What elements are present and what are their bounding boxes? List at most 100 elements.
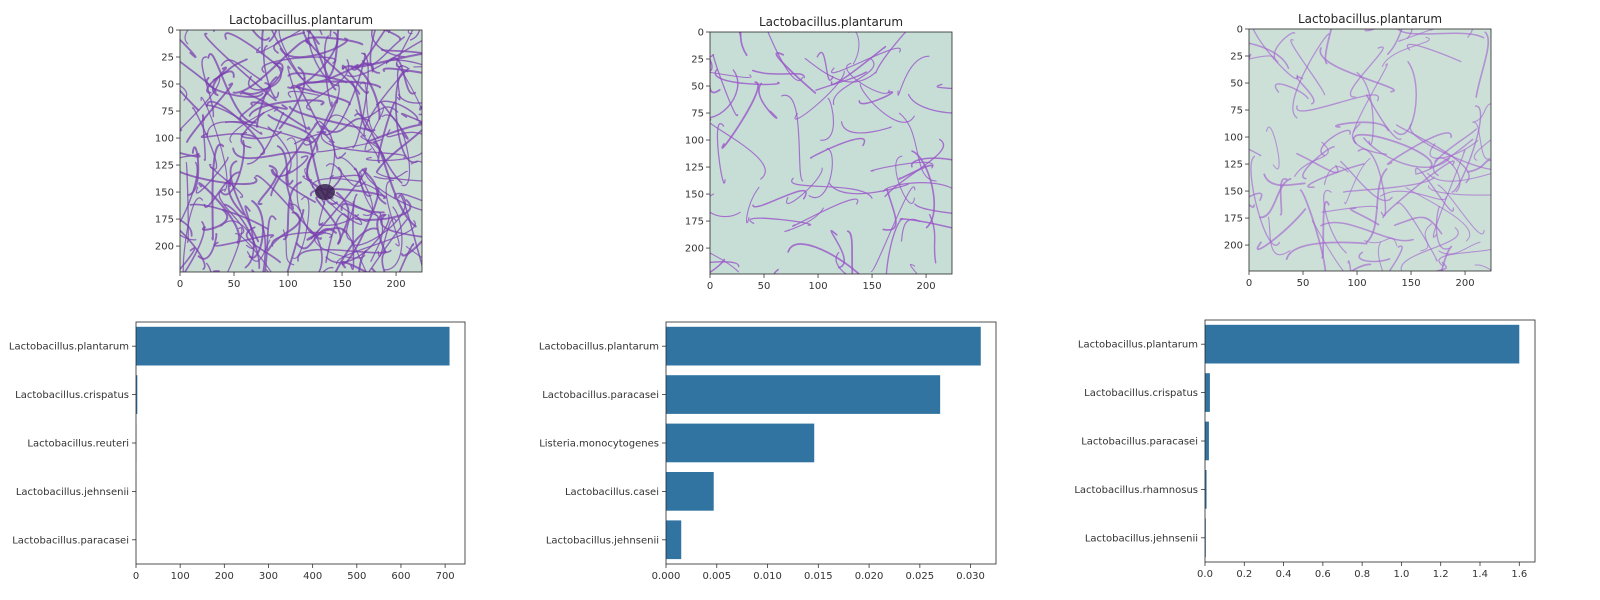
x-tick-label: 0 <box>707 281 713 292</box>
bacterial-filament <box>244 205 255 269</box>
bacterial-filament <box>1249 42 1290 70</box>
bacterial-filament <box>350 193 358 270</box>
bacterial-filament <box>830 229 845 269</box>
bacterial-filament <box>1427 172 1491 182</box>
y-tick-label: 50 <box>691 82 704 93</box>
bacterial-filament <box>322 266 334 272</box>
bacterial-filament <box>251 30 270 41</box>
x-tick-label: 0 <box>133 571 139 582</box>
x-tick-label: 50 <box>1297 278 1310 289</box>
bacterial-filament <box>808 148 833 199</box>
bacterial-filament <box>815 71 867 91</box>
bacterial-filament <box>267 126 292 176</box>
y-tick-label: 200 <box>685 244 704 255</box>
bacterial-filament <box>234 233 272 272</box>
bacterial-filament <box>273 31 305 54</box>
bacterial-filament <box>820 97 834 141</box>
x-tick-label: 100 <box>1347 278 1366 289</box>
bacterial-filament <box>180 152 201 158</box>
bacterial-filament <box>816 51 834 81</box>
bacterial-filament <box>804 57 877 83</box>
bacterial-filament <box>914 203 952 215</box>
bacterial-filament <box>366 151 422 162</box>
bacterial-filament <box>355 106 399 119</box>
bacterial-filament <box>1344 157 1371 205</box>
x-tick-label: 0.005 <box>702 571 731 582</box>
bacterial-filament <box>419 105 422 111</box>
bacterial-filament <box>320 131 406 159</box>
y-tick-label: 75 <box>1230 106 1243 117</box>
bacterial-filament <box>256 30 302 54</box>
y-tick-label: 25 <box>161 53 174 64</box>
bacterial-filament <box>364 107 384 152</box>
category-label: Listeria.monocytogenes <box>539 439 659 450</box>
bacterial-filament <box>302 30 361 95</box>
bar-chart-2: Lactobacillus.plantarum Lactobacillus.par… <box>539 321 997 582</box>
bacterial-filament <box>204 32 277 101</box>
bacterial-filament <box>716 122 726 184</box>
bacterial-filament <box>738 32 742 37</box>
category-label: Lactobacillus.jehnsenii <box>546 535 659 546</box>
x-tick-label: 0 <box>177 279 183 290</box>
bacterial-filament <box>276 145 294 185</box>
bacterial-filament <box>352 52 369 149</box>
category-label: Lactobacillus.jehnsenii <box>1085 533 1198 544</box>
bacterial-filament <box>1296 152 1339 174</box>
bacterial-filament <box>1249 192 1263 201</box>
bacterial-filament <box>898 164 933 180</box>
x-tick-label: 50 <box>228 279 241 290</box>
bacterial-filament <box>835 251 848 274</box>
bacterial-filament <box>1358 251 1391 263</box>
bacterial-filament <box>1397 29 1485 39</box>
bacterial-filament <box>290 84 335 144</box>
bacterial-filament <box>351 193 406 246</box>
category-label: Lactobacillus.reuteri <box>27 439 129 450</box>
bacterial-filament <box>882 188 897 231</box>
bacterial-filament <box>1249 148 1262 157</box>
bacterial-filament <box>1321 205 1378 213</box>
y-tick-label: 75 <box>161 107 174 118</box>
bacterial-filament <box>248 99 325 117</box>
plot-frame <box>665 321 997 565</box>
x-tick-label: 0.4 <box>1276 569 1292 580</box>
bacterial-filament <box>227 171 245 216</box>
bacterial-filament <box>1475 31 1490 98</box>
x-tick-label: 150 <box>863 281 882 292</box>
bacterial-filament <box>1364 29 1375 32</box>
bacterial-filament <box>1400 227 1459 271</box>
bacterial-filament <box>1364 237 1398 247</box>
bacterial-filament <box>375 122 422 173</box>
bacterial-filament <box>398 243 415 272</box>
bacterial-filament <box>279 37 349 59</box>
micrograph-panel-2: Lactobacillus.plantarum 0 50 100 150 200 0 25 50… <box>685 15 953 292</box>
x-tick-label: 0.015 <box>804 571 833 582</box>
bacterial-filament <box>292 196 310 259</box>
bacterial-filament <box>1319 47 1395 93</box>
y-tick-label: 125 <box>1224 160 1243 171</box>
image-frame <box>709 31 953 275</box>
x-tick-label: 0.025 <box>906 571 935 582</box>
y-tick-label: 0 <box>1237 25 1243 36</box>
bar <box>1205 470 1207 509</box>
bacterial-filament <box>1279 178 1288 216</box>
bacterial-filament <box>395 70 418 164</box>
bacterial-filament <box>382 30 401 41</box>
bacterial-filament <box>1323 166 1349 185</box>
bacterial-filament <box>350 30 387 71</box>
bacterial-filament <box>710 258 726 274</box>
bacterial-filament <box>791 198 859 227</box>
bacterial-filament <box>1397 202 1438 262</box>
bacterial-filament <box>1387 132 1452 165</box>
x-tick-label: 0.2 <box>1236 569 1252 580</box>
bacterial-filament <box>370 211 384 262</box>
bacterial-filament <box>270 155 309 178</box>
micrograph-panel-1: Lactobacillus.plantarum 0 50 100 150 200 0 25 50… <box>155 13 423 290</box>
bacterial-filament <box>309 187 387 200</box>
bar <box>1205 324 1520 364</box>
bacterial-filament <box>201 208 228 231</box>
bacterial-filament <box>1393 216 1443 235</box>
bacterial-filament <box>1451 105 1482 193</box>
category-label: Lactobacillus.paracasei <box>12 535 129 546</box>
x-tick-label: 0 <box>1246 278 1252 289</box>
